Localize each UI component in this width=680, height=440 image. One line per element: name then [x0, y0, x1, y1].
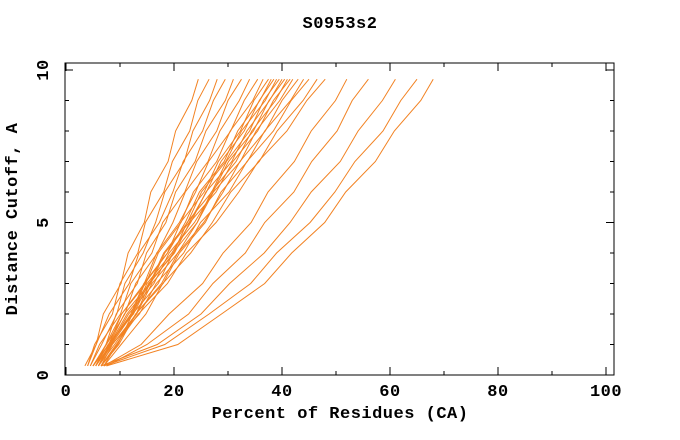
model-curve	[92, 79, 234, 367]
model-curve	[106, 78, 434, 367]
model-curve	[100, 78, 396, 367]
model-curve	[95, 78, 259, 367]
model-curve	[103, 78, 318, 367]
model-curve	[103, 78, 418, 367]
model-curve	[95, 78, 272, 367]
plot-frame	[64, 62, 615, 376]
model-curve	[106, 78, 369, 367]
y-tick-label: 5	[35, 217, 54, 228]
model-curve	[103, 78, 348, 367]
model-curve	[84, 79, 199, 367]
x-tick-label: 80	[487, 383, 508, 402]
x-tick-label: 100	[590, 383, 622, 402]
model-curve	[97, 78, 310, 367]
model-curve	[92, 78, 264, 367]
model-curve	[100, 78, 326, 367]
x-tick-label: 60	[379, 383, 400, 402]
model-curve	[87, 78, 210, 367]
x-axis-label: Percent of Residues (CA)	[212, 405, 469, 424]
axis-tick-labels: 0 20 40 60 80 100 0 5 10	[35, 59, 622, 402]
model-curve	[89, 79, 218, 367]
model-curve	[97, 78, 286, 367]
x-tick-label: 0	[61, 383, 72, 402]
model-curve	[103, 78, 299, 367]
x-tick-label: 40	[271, 383, 292, 402]
model-curve	[89, 78, 242, 367]
y-tick-label: 10	[35, 59, 54, 80]
model-curve	[95, 78, 291, 367]
model-curves	[84, 78, 434, 367]
plot-frame-border	[64, 62, 615, 376]
axis-ticks	[65, 63, 614, 376]
model-curve	[87, 78, 226, 367]
x-tick-label: 20	[163, 383, 184, 402]
y-tick-label: 0	[35, 370, 54, 381]
y-axis-label: Distance Cutoff, A	[4, 122, 23, 315]
chart-title: S0953s2	[303, 15, 378, 34]
